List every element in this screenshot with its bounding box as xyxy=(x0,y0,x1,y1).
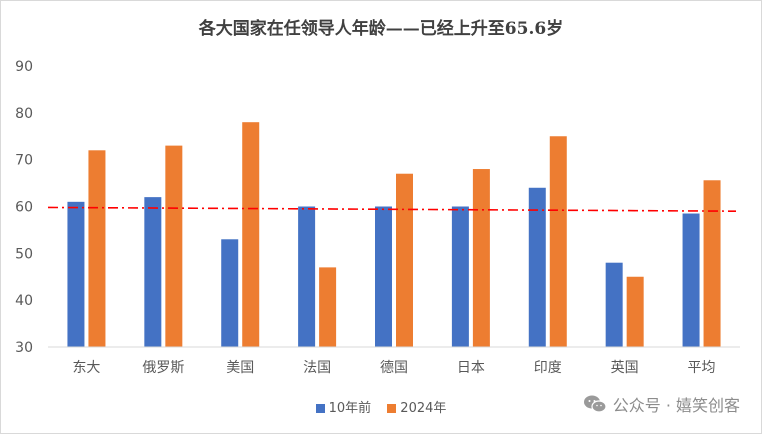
x-tick-label: 东大 xyxy=(72,360,100,376)
x-tick-label: 美国 xyxy=(226,360,254,376)
x-tick-label: 日本 xyxy=(457,360,485,376)
wechat-icon xyxy=(583,395,607,413)
y-tick-label: 90 xyxy=(15,59,33,75)
watermark-text: 公众号 · 嬉笑创客 xyxy=(612,396,740,415)
bar-2024-8 xyxy=(703,180,721,347)
bar-2024-4 xyxy=(396,173,413,347)
bar-2024-6 xyxy=(549,136,567,347)
y-tick-label: 40 xyxy=(15,293,33,309)
bar-2024-3 xyxy=(319,267,337,347)
bar-ten-years-ago-0 xyxy=(67,201,85,347)
bar-ten-years-ago-2 xyxy=(221,239,239,347)
legend: 10年前 2024年 xyxy=(0,397,762,416)
legend-swatch xyxy=(387,404,397,413)
bar-ten-years-ago-5 xyxy=(451,206,469,347)
x-tick-label: 德国 xyxy=(380,360,408,376)
bar-ten-years-ago-7 xyxy=(605,262,623,347)
average-reference-line xyxy=(47,206,737,212)
legend-label: 2024年 xyxy=(400,401,447,416)
legend-label: 10年前 xyxy=(328,401,372,416)
chart-title: 各大国家在任领导人年龄——已经上升至65.6岁 xyxy=(198,19,564,39)
y-tick-label: 50 xyxy=(15,246,33,262)
bar-2024-5 xyxy=(472,169,490,347)
x-tick-label: 英国 xyxy=(611,359,639,376)
bars xyxy=(67,122,721,347)
legend-item-series-1: 10年前 xyxy=(315,397,372,416)
y-axis: 30 40 50 60 70 80 90 xyxy=(15,59,33,356)
x-tick-label: 法国 xyxy=(303,360,331,376)
bar-2024-1 xyxy=(165,145,183,347)
bar-ten-years-ago-6 xyxy=(528,187,546,347)
x-tick-label: 平均 xyxy=(688,360,716,376)
x-tick-label: 俄罗斯 xyxy=(142,360,184,376)
watermark: 公众号 · 嬉笑创客 xyxy=(583,392,740,416)
y-tick-label: 60 xyxy=(15,200,33,216)
bar-ten-years-ago-3 xyxy=(298,206,316,347)
bar-2024-7 xyxy=(626,276,644,347)
x-axis: 东大 俄罗斯 美国 法国 德国 日本 印度 英国 平均 xyxy=(72,359,715,376)
y-tick-label: 30 xyxy=(15,340,33,356)
y-tick-label: 80 xyxy=(15,106,33,122)
y-tick-label: 70 xyxy=(15,153,33,169)
bar-ten-years-ago-8 xyxy=(682,213,700,347)
legend-swatch xyxy=(315,404,325,413)
bar-ten-years-ago-4 xyxy=(375,206,392,347)
bar-2024-0 xyxy=(88,150,106,347)
legend-item-series-2: 2024年 xyxy=(387,397,446,416)
x-tick-label: 印度 xyxy=(534,360,562,376)
bar-ten-years-ago-1 xyxy=(144,197,162,347)
bar-2024-2 xyxy=(242,122,260,347)
